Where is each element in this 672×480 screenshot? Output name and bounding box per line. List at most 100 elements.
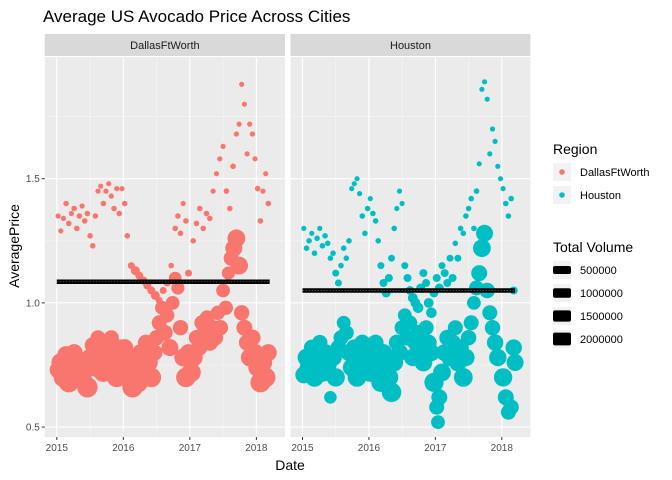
- x-tick-label: 2017: [179, 443, 202, 454]
- data-point-houston: [391, 225, 398, 232]
- data-point-houston: [367, 196, 373, 202]
- data-point-dallasftworth: [200, 225, 206, 232]
- data-point-houston: [306, 238, 312, 244]
- data-point-houston: [463, 213, 469, 219]
- data-point-houston: [319, 243, 326, 249]
- data-point-houston: [379, 279, 388, 287]
- data-point-houston: [438, 262, 446, 270]
- data-point-houston: [479, 86, 485, 92]
- data-point-dallasftworth: [156, 324, 173, 341]
- data-point-dallasftworth: [58, 228, 64, 234]
- strip-background-dallasftworth: [44, 34, 285, 56]
- data-point-dallasftworth: [241, 101, 247, 107]
- data-point-houston: [492, 138, 498, 144]
- data-point-dallasftworth: [216, 283, 231, 298]
- data-point-houston: [317, 225, 323, 231]
- data-point-dallasftworth: [154, 295, 160, 301]
- data-point-dallasftworth: [71, 205, 77, 212]
- data-point-dallasftworth: [236, 121, 242, 127]
- data-point-dallasftworth: [257, 218, 264, 224]
- x-tick-label: 2018: [245, 443, 268, 454]
- x-tick-label: 2018: [491, 443, 514, 454]
- data-point-houston: [381, 382, 402, 403]
- data-point-dallasftworth: [95, 188, 101, 194]
- data-point-houston: [460, 330, 477, 346]
- data-point-houston: [467, 296, 481, 310]
- data-point-houston: [377, 262, 385, 270]
- x-tick-label: 2016: [112, 443, 135, 454]
- data-point-dallasftworth: [254, 185, 261, 192]
- data-point-dallasftworth: [207, 215, 213, 222]
- data-point-dallasftworth: [263, 171, 269, 177]
- data-point-dallasftworth: [249, 131, 255, 137]
- data-point-houston: [322, 233, 328, 239]
- data-point-houston: [505, 339, 522, 356]
- data-point-dallasftworth: [98, 183, 104, 189]
- data-point-houston: [388, 254, 395, 262]
- data-point-houston: [311, 250, 318, 256]
- data-point-dallasftworth: [63, 200, 69, 207]
- x-ticks-dallasftworth: 2015 2016 2017 2018: [46, 437, 268, 454]
- data-point-houston: [412, 302, 424, 314]
- data-point-houston: [505, 213, 512, 219]
- data-point-houston: [326, 368, 345, 387]
- data-point-dallasftworth: [60, 215, 67, 221]
- data-point-houston: [354, 176, 360, 182]
- data-point-houston: [457, 348, 475, 367]
- data-point-houston: [431, 415, 445, 429]
- data-point-houston: [476, 224, 493, 242]
- data-point-houston: [465, 205, 472, 212]
- data-point-houston: [463, 315, 479, 331]
- data-point-houston: [357, 191, 363, 197]
- data-point-dallasftworth: [181, 362, 201, 382]
- data-point-houston: [471, 265, 488, 282]
- data-point-dallasftworth: [210, 188, 216, 194]
- data-point-dallasftworth: [171, 281, 185, 295]
- data-point-dallasftworth: [244, 329, 261, 346]
- strip-label-dallasftworth: DallasFtWorth: [130, 40, 199, 52]
- data-point-houston: [487, 151, 493, 157]
- y-axis-title: AveragePrice: [6, 204, 22, 288]
- data-point-houston: [346, 238, 352, 244]
- data-point-dallasftworth: [108, 193, 114, 199]
- legend: Region DallasFtWorth Houston Total Volume…: [553, 141, 649, 348]
- data-point-dallasftworth: [217, 156, 223, 162]
- data-point-dallasftworth: [252, 156, 258, 162]
- data-point-houston: [471, 225, 477, 232]
- data-point-dallasftworth: [66, 220, 72, 227]
- y-tick-label: 1.0: [26, 298, 40, 309]
- data-point-houston: [484, 320, 501, 336]
- data-point-houston: [301, 225, 307, 231]
- data-point-houston: [473, 188, 480, 194]
- points-dallasftworth: [49, 81, 277, 398]
- data-point-houston: [423, 298, 434, 308]
- data-point-houston: [457, 225, 464, 232]
- strip-label-houston: Houston: [390, 40, 431, 52]
- data-point-houston: [440, 269, 449, 278]
- data-point-dallasftworth: [68, 210, 74, 217]
- y-tick-label: 0.5: [26, 423, 40, 434]
- data-point-houston: [399, 200, 405, 207]
- data-point-houston: [506, 354, 524, 371]
- data-point-houston: [452, 240, 459, 247]
- data-point-dallasftworth: [255, 367, 276, 388]
- data-point-houston: [460, 230, 467, 237]
- data-point-dallasftworth: [260, 188, 266, 194]
- data-point-dallasftworth: [259, 344, 277, 362]
- data-point-houston: [403, 274, 412, 282]
- data-point-dallasftworth: [172, 225, 178, 232]
- data-point-houston: [362, 230, 368, 237]
- data-point-houston: [370, 210, 376, 217]
- legend-color-key-dallasftworth: [559, 169, 565, 175]
- data-point-dallasftworth: [76, 213, 83, 219]
- data-point-houston: [468, 195, 475, 202]
- legend-color-title: Region: [553, 141, 597, 157]
- data-point-dallasftworth: [121, 200, 128, 207]
- data-point-dallasftworth: [203, 210, 210, 217]
- legend-color-entries: DallasFtWorth Houston: [553, 163, 649, 204]
- data-point-houston: [330, 250, 336, 256]
- data-point-houston: [303, 245, 310, 251]
- data-point-dallasftworth: [89, 243, 96, 249]
- data-point-dallasftworth: [111, 205, 117, 212]
